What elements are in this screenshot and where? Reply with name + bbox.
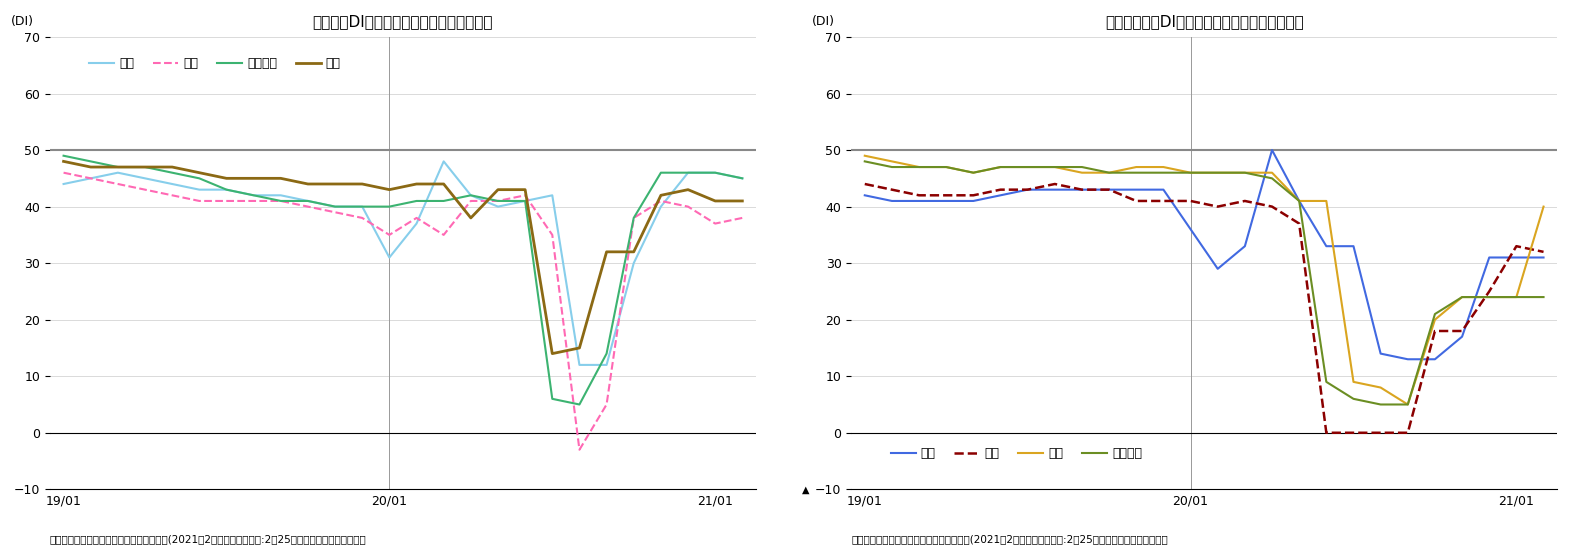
Text: (DI): (DI) [812,15,836,28]
Title: 現状水準判断DI（家計動向関連）の内訳の推移: 現状水準判断DI（家計動向関連）の内訳の推移 [1104,14,1304,29]
Legend: 小売, 飲食, サービス, 住宅: 小売, 飲食, サービス, 住宅 [85,52,346,75]
Text: （出所）内閣府「景気ウォッチャー調査」(2021年2月調査、調査期間:2月25日から月末、季節調整値）: （出所）内閣府「景気ウォッチャー調査」(2021年2月調査、調査期間:2月25日… [50,534,366,544]
Text: ▲: ▲ [801,484,809,494]
Text: （出所）内閣府「景気ウォッチャー調査」(2021年2月調査、調査期間:2月25日から月末、季節調整値）: （出所）内閣府「景気ウォッチャー調査」(2021年2月調査、調査期間:2月25日… [851,534,1167,544]
Text: (DI): (DI) [11,15,35,28]
Legend: 小売, 飲食, 住宅, サービス: 小売, 飲食, 住宅, サービス [886,442,1147,465]
Title: 現状判断DI（家計動向関連）の内訳の推移: 現状判断DI（家計動向関連）の内訳の推移 [313,14,493,29]
